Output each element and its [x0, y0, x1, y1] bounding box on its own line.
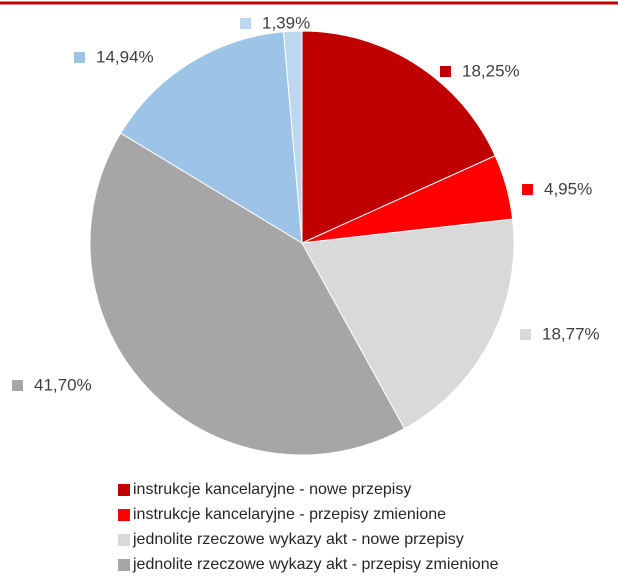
- value-label: 41,70%: [34, 375, 92, 394]
- value-label: 4,95%: [544, 179, 592, 198]
- legend-label: instrukcje kancelaryjne - nowe przepisy: [133, 481, 411, 498]
- label-key: [240, 18, 251, 29]
- value-label: 18,25%: [462, 61, 520, 80]
- pie-slice: [282, 30, 303, 244]
- value-label: 1,39%: [262, 13, 310, 32]
- pie-slice: [89, 132, 406, 456]
- legend-key: [118, 484, 130, 496]
- legend-label: instrukcje kancelaryjne - przepisy zmien…: [133, 506, 446, 523]
- legend-label: jednolite rzeczowe wykazy akt - nowe prz…: [132, 531, 464, 548]
- pie-slice: [301, 30, 496, 244]
- pie-slice: [301, 218, 515, 430]
- legend-key: [118, 559, 130, 571]
- label-key: [522, 184, 533, 195]
- value-label: 18,77%: [542, 324, 600, 343]
- legend-key: [118, 509, 130, 521]
- label-key: [520, 329, 531, 340]
- label-key: [440, 66, 451, 77]
- legend-label: jednolite rzeczowe wykazy akt - przepisy…: [132, 556, 499, 573]
- value-label: 14,94%: [96, 47, 154, 66]
- legend-key: [118, 534, 130, 546]
- label-key: [12, 380, 23, 391]
- pie-slice: [119, 31, 303, 244]
- label-key: [74, 52, 85, 63]
